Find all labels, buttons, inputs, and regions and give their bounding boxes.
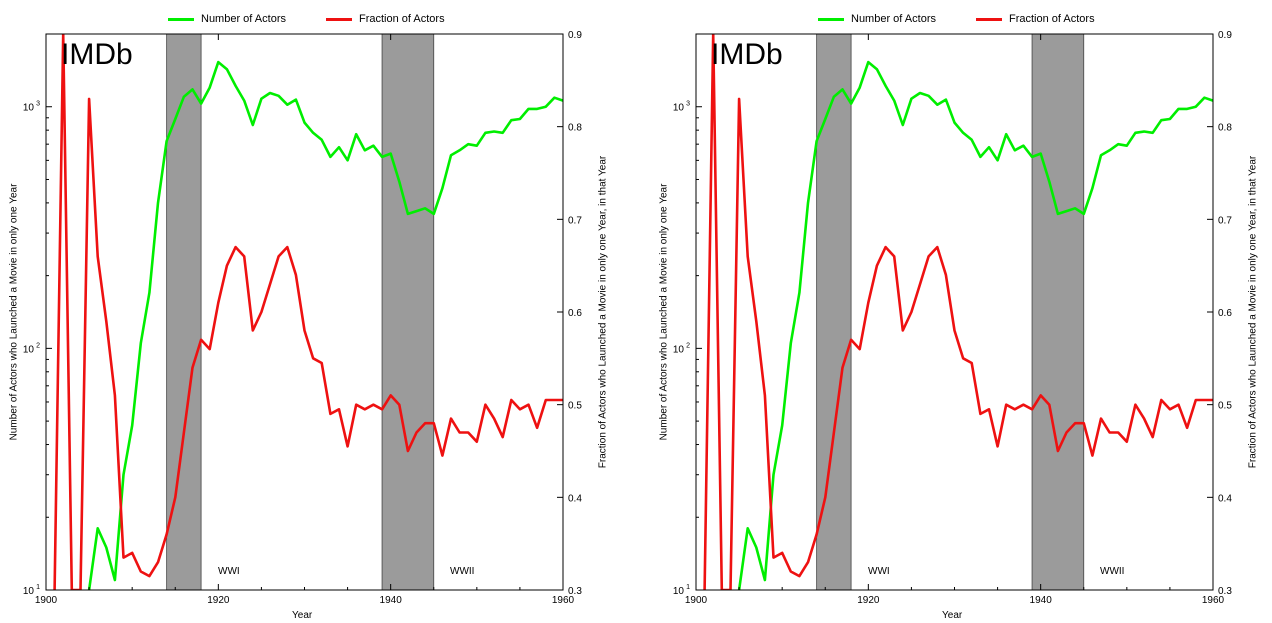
legend-swatch-red-line-icon bbox=[325, 17, 352, 21]
x-tick-label: 1940 bbox=[1030, 595, 1053, 606]
x-axis-title: Year bbox=[942, 610, 963, 621]
event-label-wwii: WWII bbox=[450, 566, 475, 577]
x-tick-label: 1960 bbox=[1202, 595, 1225, 606]
x-axis-title: Year bbox=[292, 610, 313, 621]
chart-panel-right: 1900 1920 1940 1960 10 1 10 2 10 3 0.3 0.4 0.5 0.6 0.7… bbox=[650, 0, 1272, 623]
y-right-tick-label: 0.5 bbox=[568, 401, 582, 412]
event-label-wwi: WWI bbox=[868, 566, 890, 577]
event-label-wwii: WWII bbox=[1100, 566, 1125, 577]
imdb-watermark: IMDb bbox=[711, 38, 783, 71]
y-right-tick-label: 0.8 bbox=[568, 123, 582, 134]
legend-entry-number: Number of Actors bbox=[818, 13, 936, 25]
y-right-tick-label: 0.6 bbox=[1218, 308, 1232, 319]
y-axis-right-title: Fraction of Actors who Launched a Movie … bbox=[1247, 155, 1259, 469]
y-right-tick-label: 0.5 bbox=[1218, 401, 1232, 412]
y-axis-left-title: Number of Actors who Launched a Movie in… bbox=[8, 183, 20, 441]
x-tick-label: 1940 bbox=[380, 595, 403, 606]
legend-entry-number: Number of Actors bbox=[168, 13, 286, 25]
x-tick-label: 1920 bbox=[207, 595, 230, 606]
y-left-tick-label: 10 bbox=[673, 344, 685, 355]
y-right-tick-label: 0.7 bbox=[568, 215, 582, 226]
y-left-tick-exponent: 1 bbox=[686, 584, 690, 591]
y-left-tick-label: 10 bbox=[23, 586, 35, 597]
y-right-tick-label: 0.3 bbox=[1218, 586, 1232, 597]
chart-panel-left: 1900 1920 1940 1960 10 1 10 2 10 3 0.3 0.4 0.5 0.6 0.7… bbox=[8, 10, 609, 621]
y-left-tick-label: 10 bbox=[23, 344, 35, 355]
y-right-tick-label: 0.7 bbox=[1218, 215, 1232, 226]
x-tick-label: 1900 bbox=[685, 595, 708, 606]
x-tick-label: 1960 bbox=[552, 595, 575, 606]
y-left-tick-label: 10 bbox=[673, 586, 685, 597]
series-group-0 bbox=[737, 60, 1213, 590]
y-right-tick-label: 0.4 bbox=[1218, 493, 1232, 504]
event-label-wwi: WWI bbox=[218, 566, 240, 577]
y-axis-left-title: Number of Actors who Launched a Movie in… bbox=[658, 183, 670, 441]
legend-swatch-red-line-icon bbox=[975, 17, 1002, 21]
x-tick-label: 1920 bbox=[857, 595, 880, 606]
y-left-tick-label: 10 bbox=[673, 103, 685, 114]
legend-entry-fraction: Fraction of Actors bbox=[975, 13, 1095, 25]
event-band-wwii bbox=[381, 33, 435, 591]
y-left-tick-exponent: 1 bbox=[36, 584, 40, 591]
chart-legend: Number of Actors Fraction of Actors bbox=[818, 10, 1135, 28]
y-left-tick-exponent: 3 bbox=[686, 101, 690, 108]
imdb-watermark: IMDb bbox=[61, 38, 133, 71]
y-right-tick-label: 0.8 bbox=[1218, 123, 1232, 134]
series-line-number bbox=[87, 60, 563, 590]
y-right-tick-label: 0.3 bbox=[568, 586, 582, 597]
series-group-0 bbox=[87, 60, 563, 590]
plot-frame bbox=[45, 33, 564, 591]
series-line-fraction bbox=[53, 34, 563, 590]
event-band-wwii bbox=[1031, 33, 1085, 591]
y-right-tick-label: 0.4 bbox=[568, 493, 582, 504]
series-line-number bbox=[737, 60, 1213, 590]
plot-frame bbox=[695, 33, 1214, 591]
y-left-tick-exponent: 2 bbox=[36, 342, 40, 349]
y-axis-right-title: Fraction of Actors who Launched a Movie … bbox=[597, 155, 609, 469]
legend-label-fraction: Fraction of Actors bbox=[1008, 13, 1095, 25]
y-left-tick-label: 10 bbox=[23, 103, 35, 114]
series-group-1 bbox=[703, 34, 1213, 590]
y-right-tick-label: 0.6 bbox=[568, 308, 582, 319]
y-left-tick-exponent: 3 bbox=[36, 101, 40, 108]
chart-legend: Number of Actors Fraction of Actors bbox=[168, 10, 485, 28]
legend-entry-fraction: Fraction of Actors bbox=[325, 13, 445, 25]
legend-swatch-green-line-icon bbox=[818, 17, 844, 21]
y-left-tick-exponent: 2 bbox=[686, 342, 690, 349]
y-right-tick-label: 0.9 bbox=[568, 30, 582, 41]
legend-label-fraction: Fraction of Actors bbox=[358, 13, 445, 25]
series-group-1 bbox=[53, 34, 563, 590]
series-line-fraction bbox=[703, 34, 1213, 590]
x-tick-label: 1900 bbox=[35, 595, 58, 606]
legend-label-number: Number of Actors bbox=[201, 13, 286, 25]
legend-swatch-green-line-icon bbox=[168, 17, 194, 21]
y-right-tick-label: 0.9 bbox=[1218, 30, 1232, 41]
legend-label-number: Number of Actors bbox=[851, 13, 936, 25]
